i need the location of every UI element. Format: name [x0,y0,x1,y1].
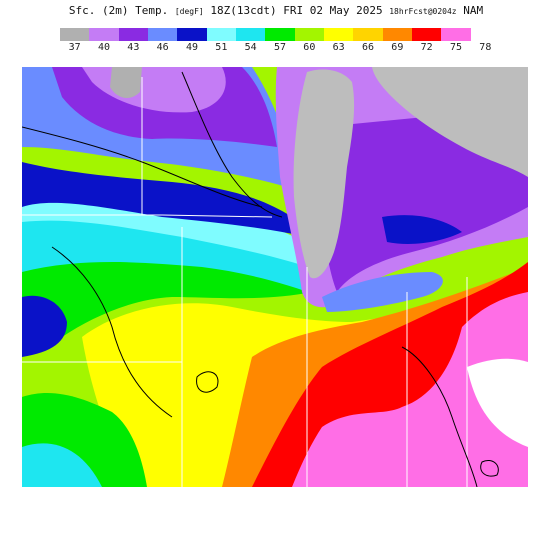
colorbar-swatch [323,28,354,41]
units-label: [degF] [174,7,204,16]
lake-michigan [293,69,355,279]
colorbar-swatch [382,28,412,41]
model-label: NAM [463,4,484,17]
temperature-colorbar [60,28,500,41]
colorbar-tick-label: 78 [479,42,492,53]
region-37 [110,67,142,99]
colorbar-tick-label: 72 [420,42,433,53]
colorbar-swatch [89,28,119,41]
colorbar-tick-labels: 37 40 43 46 49 51 54 57 60 63 66 69 72 75 78 [60,42,520,54]
colorbar-swatch [235,28,266,41]
colorbar-swatch [118,28,148,41]
colorbar-swatch [411,28,442,41]
colorbar-tick-label: 40 [97,42,111,53]
colorbar-tick-label: 63 [332,42,345,53]
region-49-west [22,295,67,357]
colorbar-tick-label: 43 [127,42,140,53]
colorbar-tick-label: 49 [185,42,199,53]
colorbar-swatch [470,28,500,41]
colorbar-tick-label: 75 [449,42,463,53]
temperature-map [22,67,528,487]
region-49-east [382,215,462,244]
lake-huron [372,67,528,177]
region-49 [22,162,307,237]
colorbar-swatch [353,28,383,41]
region-54-south [22,443,102,487]
colorbar-tick-label: 69 [391,42,404,53]
region-72 [292,292,528,487]
forecast-label: 18hrFcst@0204z [389,7,457,16]
colorbar-tick-label: 57 [273,42,287,53]
colorbar-tick-label: 60 [303,42,316,53]
map-title: Sfc. (2m) Temp. [degF] 18Z(13cdt) FRI 02… [0,4,552,20]
colorbar-tick-label: 54 [244,42,257,53]
title-text: Sfc. (2m) Temp. [68,4,169,17]
contour-lines [22,71,499,487]
colorbar-tick-label: 46 [156,42,169,53]
region-75 [467,358,528,447]
colorbar-swatch [294,28,324,41]
colorbar-tick-label: 37 [68,42,81,53]
colorbar-swatch [441,28,471,41]
colorbar-tick-label: 66 [361,42,375,53]
colorbar-swatch [265,28,295,41]
state-borders [22,77,468,487]
valid-time: 18Z(13cdt) FRI 02 May 2025 [210,4,383,17]
colorbar-tick-label: 51 [215,42,228,53]
region-46-east [322,272,443,312]
colorbar-swatch [177,28,207,41]
colorbar-swatch [60,28,90,41]
colorbar-swatch [147,28,178,41]
colorbar-swatch [206,28,236,41]
